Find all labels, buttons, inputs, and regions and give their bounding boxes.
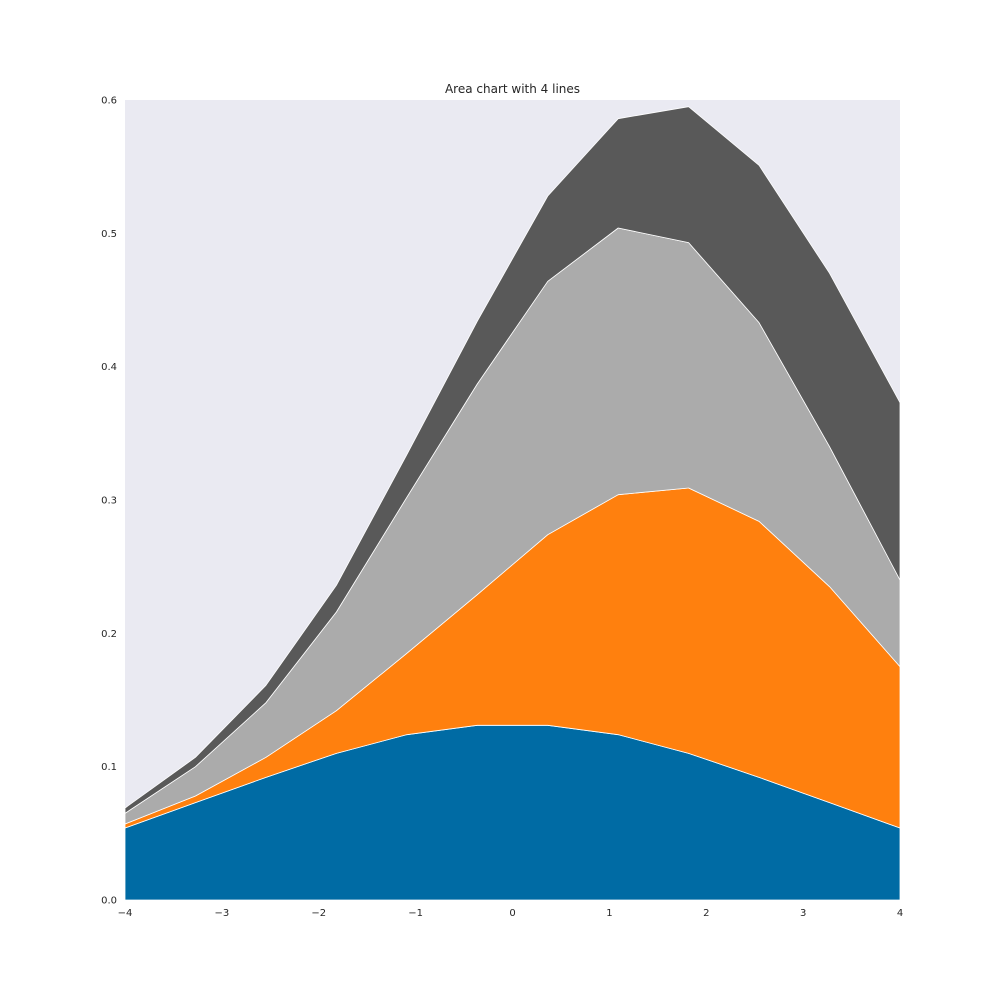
x-tick-label: −3 (215, 908, 230, 919)
x-tick-label: 2 (703, 908, 709, 919)
x-tick-label: −1 (408, 908, 423, 919)
y-tick-label: 0.4 (101, 362, 117, 373)
x-tick-label: −2 (311, 908, 326, 919)
x-tick-label: 4 (897, 908, 903, 919)
y-tick-label: 0.1 (101, 762, 117, 773)
x-tick-label: 0 (509, 908, 515, 919)
x-tick-label: 1 (606, 908, 612, 919)
y-tick-label: 0.6 (101, 96, 117, 107)
x-tick-labels: −4 −3 −2 −1 0 1 2 3 4 (118, 908, 904, 919)
y-tick-labels: 0.0 0.1 0.2 0.3 0.4 0.5 0.6 (101, 96, 117, 907)
area-series-4 (124, 106, 901, 814)
y-tick-label: 0.0 (101, 896, 117, 907)
x-tick-label: −4 (118, 908, 133, 919)
chart-title: Area chart with 4 lines (445, 82, 580, 96)
y-tick-label: 0.5 (101, 229, 117, 240)
y-tick-label: 0.3 (101, 496, 117, 507)
y-tick-label: 0.2 (101, 629, 117, 640)
area-layers (124, 106, 901, 901)
x-tick-label: 3 (800, 908, 806, 919)
